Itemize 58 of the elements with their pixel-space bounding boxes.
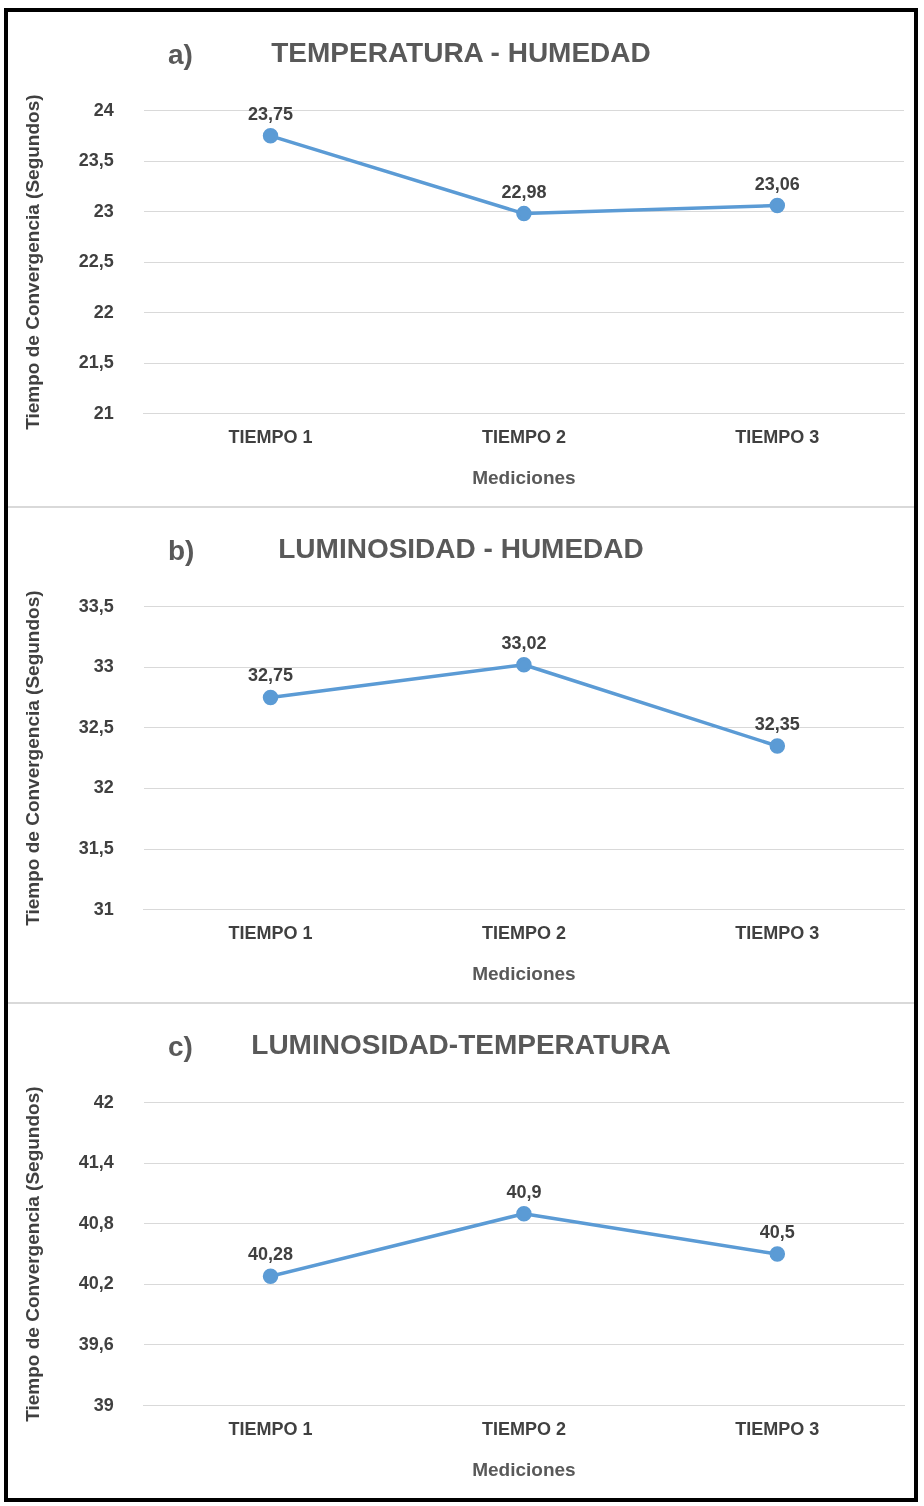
chart-title: LUMINOSIDAD - HUMEDAD	[278, 532, 644, 564]
y-tick-label: 31,5	[78, 837, 114, 858]
y-tick-label: 42	[93, 1091, 114, 1112]
x-tick-label: TIEMPO 2	[481, 1419, 566, 1440]
data-label: 23,06	[754, 173, 800, 194]
y-tick-label: 22,5	[78, 251, 114, 272]
point	[516, 1205, 532, 1222]
data-label: 40,5	[759, 1222, 795, 1243]
point	[769, 1246, 786, 1262]
y-tick-label: 40,2	[78, 1273, 114, 1294]
y-tick-label: 21	[93, 402, 114, 423]
y-axis-title: Tiempo de Convergencia (Segundos)	[21, 1086, 43, 1422]
data-label: 40,28	[248, 1244, 294, 1265]
x-tick-label: TIEMPO 1	[228, 923, 313, 944]
data-label: 40,9	[506, 1181, 542, 1202]
point	[516, 205, 532, 222]
y-tick-label: 39,6	[78, 1333, 114, 1354]
data-label: 23,75	[248, 103, 294, 124]
data-label: 32,75	[248, 665, 294, 686]
x-tick-label: TIEMPO 3	[735, 1419, 820, 1440]
point	[262, 1268, 279, 1285]
data-label: 32,35	[754, 713, 800, 734]
y-tick-label: 39	[93, 1394, 114, 1415]
point	[516, 657, 532, 673]
y-tick-label: 33,5	[78, 595, 114, 616]
text: a)	[168, 38, 193, 70]
data-label: 33,02	[501, 632, 547, 653]
y-tick-label: 23,5	[78, 150, 114, 171]
x-tick-label: TIEMPO 2	[481, 427, 566, 448]
y-tick-label: 21,5	[78, 352, 114, 373]
y-tick-label: 33	[93, 656, 114, 677]
x-axis-title: Mediciones	[472, 962, 576, 984]
x-axis-title: Mediciones	[472, 466, 576, 488]
chart-title: TEMPERATURA - HUMEDAD	[271, 36, 651, 68]
point	[262, 689, 279, 706]
x-axis-title: Mediciones	[472, 1458, 576, 1480]
point	[769, 738, 786, 754]
y-tick-label: 24	[93, 99, 114, 120]
y-tick-label: 32	[93, 777, 114, 798]
y-tick-label: 23	[93, 200, 114, 221]
x-tick-label: TIEMPO 3	[735, 427, 820, 448]
y-tick-label: 31	[93, 898, 114, 919]
x-tick-label: TIEMPO 2	[481, 923, 566, 944]
x-tick-label: TIEMPO 1	[228, 427, 313, 448]
y-tick-label: 40,8	[78, 1212, 114, 1233]
y-axis-title: Tiempo de Convergencia (Segundos)	[21, 590, 43, 926]
y-tick-label: 41,4	[78, 1152, 114, 1173]
chart-title: LUMINOSIDAD-TEMPERATURA	[251, 1028, 671, 1060]
data-label: 22,98	[501, 181, 547, 202]
x-tick-label: TIEMPO 1	[228, 1419, 313, 1440]
y-axis-title: Tiempo de Convergencia (Segundos)	[21, 94, 43, 430]
point	[769, 197, 786, 214]
text: b)	[168, 534, 195, 566]
point	[262, 128, 279, 144]
y-tick-label: 32,5	[78, 716, 114, 737]
y-tick-label: 22	[93, 301, 114, 322]
text: c)	[168, 1030, 193, 1062]
x-tick-label: TIEMPO 3	[735, 923, 820, 944]
